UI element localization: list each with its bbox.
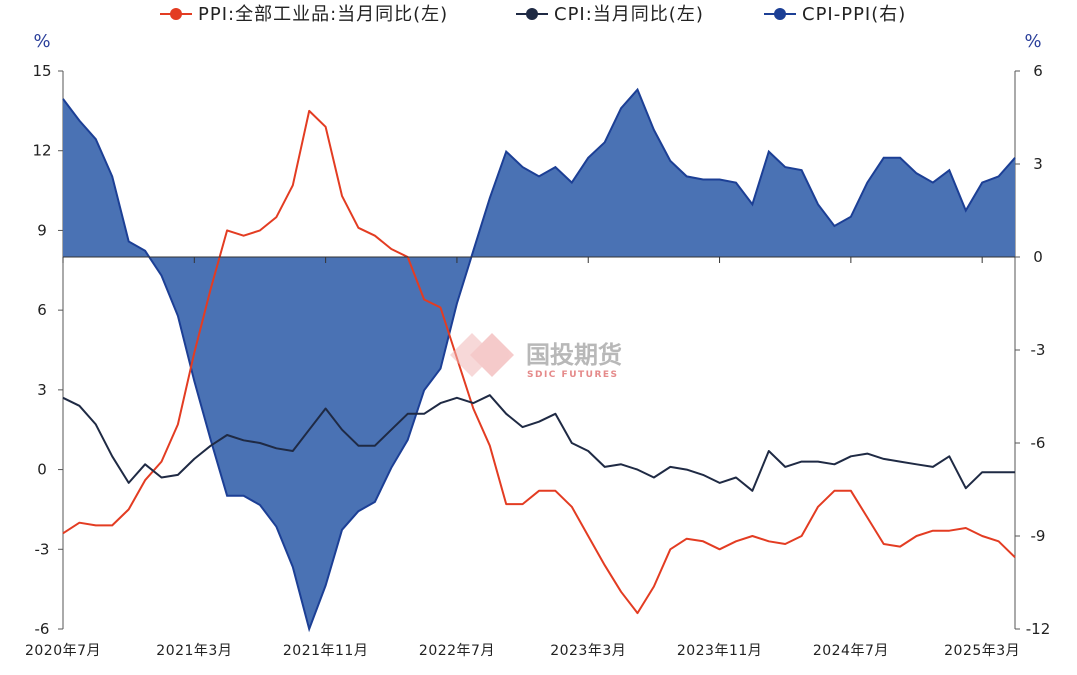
x-tick-label: 2020年7月 — [25, 643, 101, 659]
x-tick-label: 2024年7月 — [813, 643, 889, 659]
left-tick-label: 15 — [32, 62, 51, 80]
x-tick-label: 2023年3月 — [550, 643, 626, 659]
left-tick-label: 3 — [37, 381, 47, 399]
right-tick-label: -9 — [1031, 527, 1046, 545]
right-tick-label: 3 — [1033, 155, 1043, 173]
legend-label: CPI:当月同比(左) — [554, 4, 704, 25]
left-axis: 15 12 9 6 3 0 -3 -6 — [32, 62, 64, 638]
series-ppi-line — [62, 109, 1016, 615]
right-axis: 6 3 0 -3 -6 -9 -12 — [1014, 62, 1051, 638]
plot-area — [62, 87, 1016, 633]
right-tick-label: 0 — [1033, 248, 1043, 266]
right-tick-label: 6 — [1033, 62, 1043, 80]
x-tick-label: 2021年3月 — [156, 643, 232, 659]
watermark: 国投期货 SDIC FUTURES — [450, 333, 622, 380]
legend-dot-icon — [170, 8, 182, 20]
x-tick-label: 2021年11月 — [283, 643, 368, 659]
legend-label: CPI-PPI(右) — [802, 4, 906, 25]
right-tick-label: -12 — [1026, 620, 1051, 638]
left-tick-label: 0 — [37, 461, 47, 479]
left-tick-label: -6 — [35, 620, 50, 638]
left-axis-unit: % — [33, 31, 50, 52]
x-axis: 2020年7月 2021年3月 2021年11月 2022年7月 2023年3月 2023… — [25, 256, 1020, 659]
watermark-name: 国投期货 — [526, 341, 622, 369]
left-tick-label: 12 — [32, 142, 51, 160]
left-tick-label: 9 — [37, 221, 47, 239]
right-tick-label: -6 — [1031, 434, 1046, 452]
series-cpi-ppi-line — [62, 87, 1016, 633]
legend-item-spread: CPI-PPI(右) — [764, 4, 906, 25]
legend-item-ppi: PPI:全部工业品:当月同比(左) — [160, 4, 448, 25]
left-tick-label: 6 — [37, 301, 47, 319]
left-tick-label: -3 — [35, 540, 50, 558]
series-cpi-line — [62, 394, 1015, 492]
watermark-sub: SDIC FUTURES — [527, 370, 619, 380]
legend-label: PPI:全部工业品:当月同比(左) — [198, 4, 448, 25]
right-axis-unit: % — [1024, 31, 1041, 52]
legend-item-cpi: CPI:当月同比(左) — [516, 4, 704, 25]
legend-dot-icon — [774, 8, 786, 20]
x-tick-label: 2023年11月 — [677, 643, 762, 659]
watermark-logo-icon — [450, 333, 514, 377]
series-cpi-ppi-area — [63, 89, 1015, 630]
x-tick-label: 2022年7月 — [419, 643, 495, 659]
legend: PPI:全部工业品:当月同比(左) CPI:当月同比(左) CPI-PPI(右) — [160, 4, 906, 25]
legend-dot-icon — [526, 8, 538, 20]
right-tick-label: -3 — [1031, 341, 1046, 359]
x-tick-label: 2025年3月 — [944, 643, 1020, 659]
